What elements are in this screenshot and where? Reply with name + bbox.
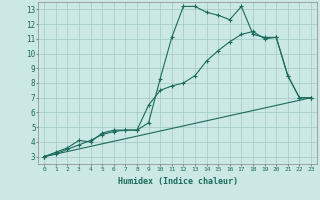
X-axis label: Humidex (Indice chaleur): Humidex (Indice chaleur) (118, 177, 238, 186)
